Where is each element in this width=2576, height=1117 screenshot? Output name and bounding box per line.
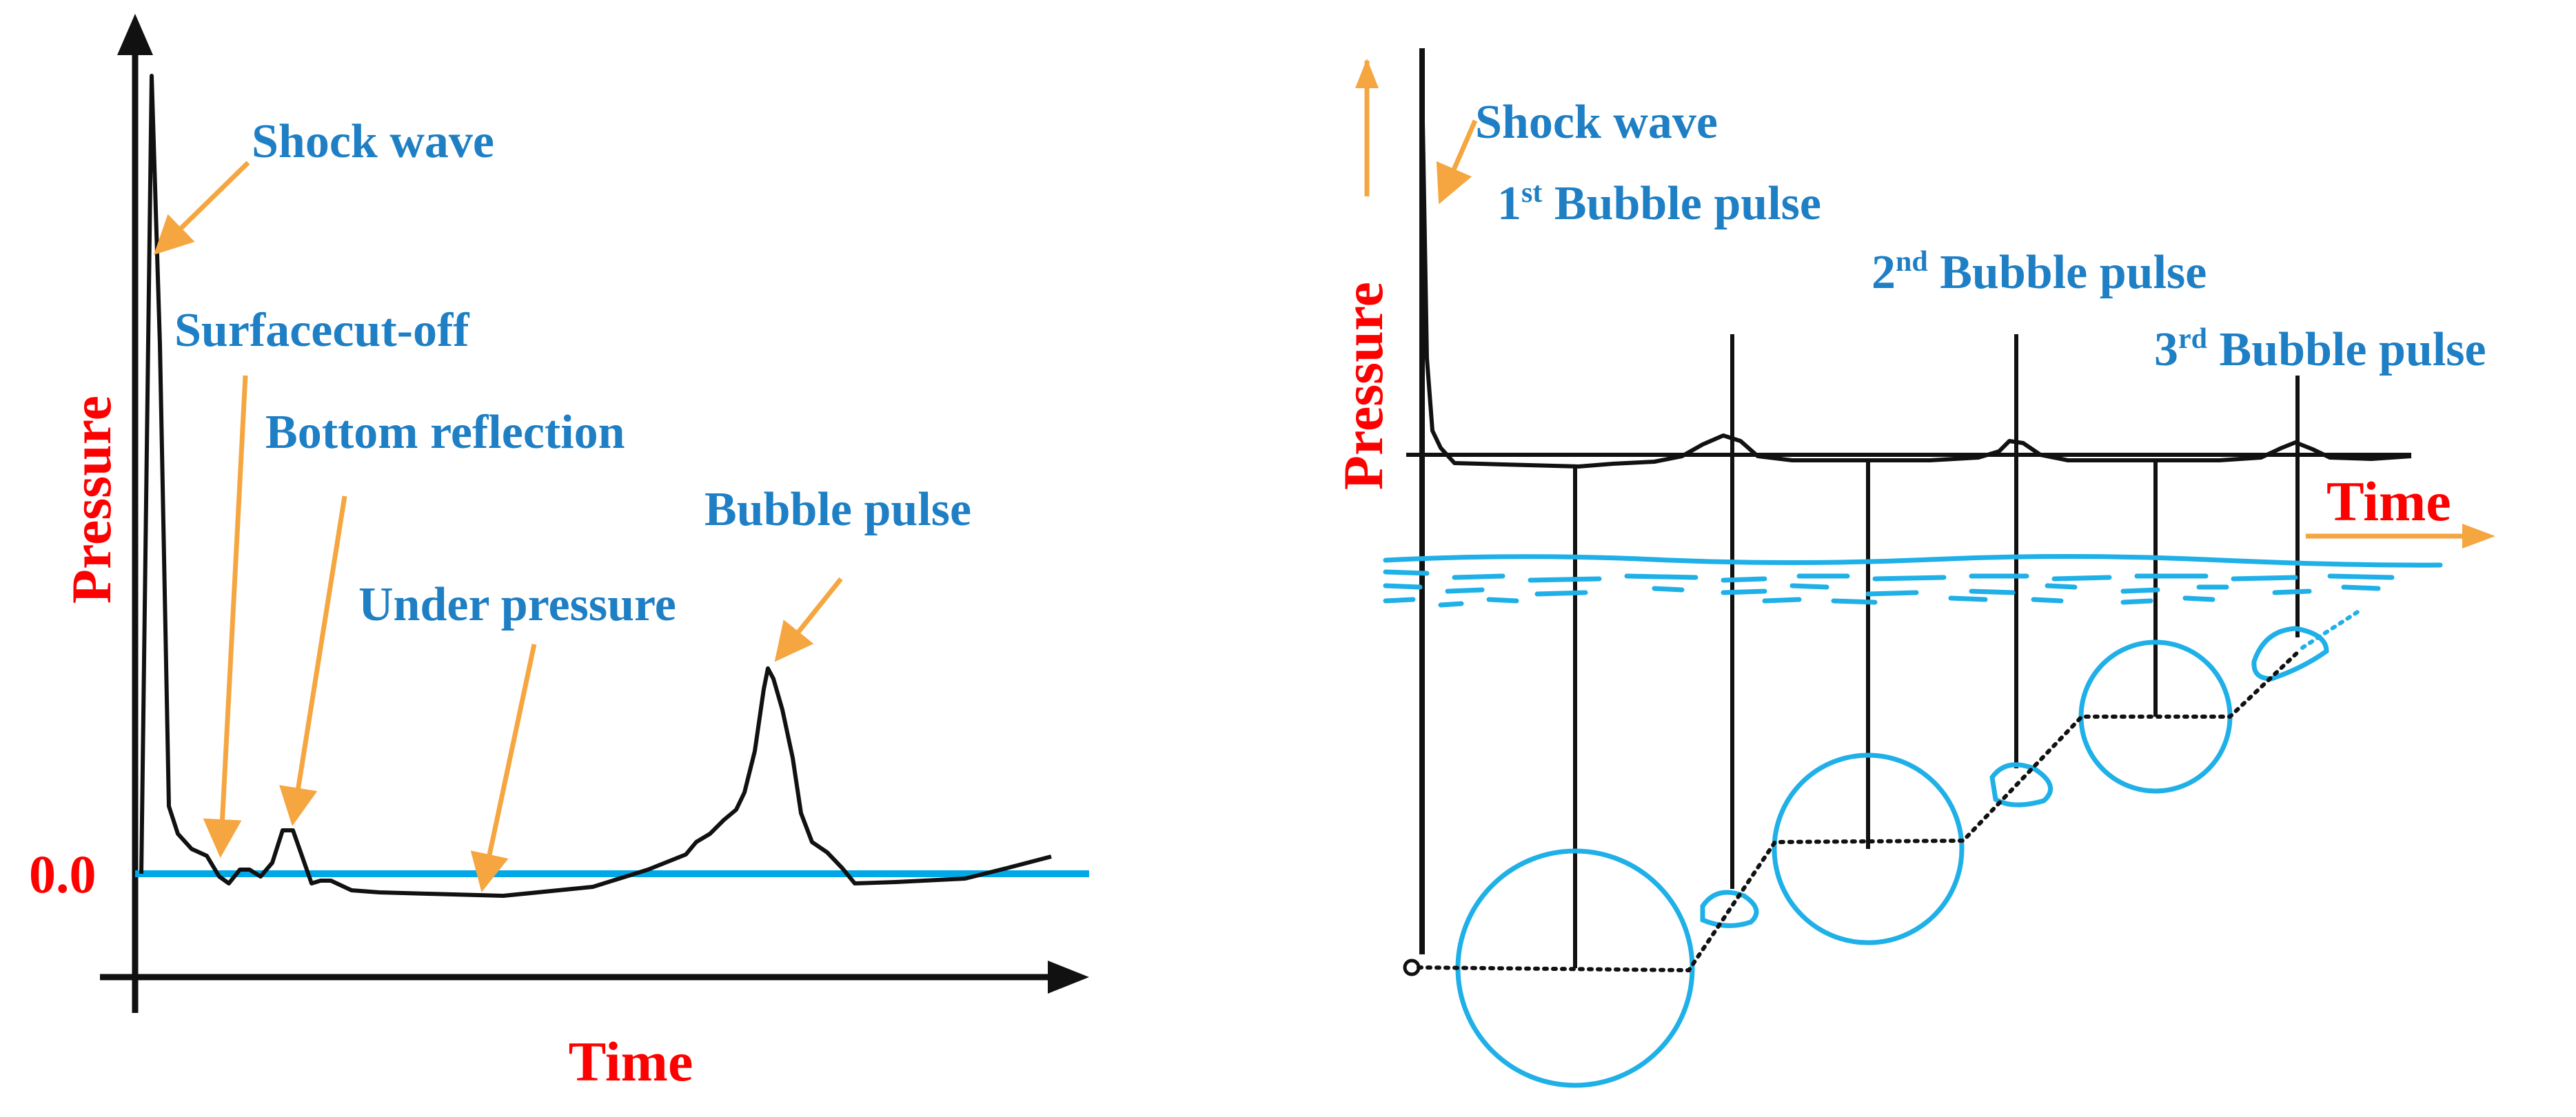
right-pressure-curve	[1420, 82, 2412, 469]
right-y-axis-label: Pressure	[1332, 282, 1395, 490]
bubble-collapse-2	[1989, 762, 2053, 808]
right-pressure-arrowhead	[1355, 59, 1379, 88]
right-label-shock-wave: Shock wave	[1475, 96, 1718, 149]
bubble-migration-path-tail	[2300, 608, 2363, 650]
label-surface-cutoff: Surfacecut-off	[174, 304, 469, 357]
shock-wave-arrow	[153, 161, 250, 255]
label-bubble-pulse: Bubble pulse	[704, 483, 971, 536]
label-bottom-reflection: Bottom reflection	[265, 406, 625, 459]
bottom-reflection-arrow	[279, 495, 347, 826]
bubble-migration-path	[1417, 649, 2301, 973]
bubble-max-2	[1772, 752, 1965, 945]
label-under-pressure: Under pressure	[358, 578, 676, 631]
left-zero-label: 0.0	[29, 844, 97, 904]
label-shock-wave: Shock wave	[252, 115, 494, 168]
left-x-axis-arrowhead	[1048, 961, 1089, 994]
left-x-axis-label: Time	[569, 1030, 693, 1093]
left-y-axis-label: Pressure	[60, 396, 123, 604]
under-pressure-arrow	[470, 644, 537, 892]
bubble-collapse-3	[2251, 626, 2329, 682]
label-bubble-pulse-3: 3rd Bubble pulse	[2154, 323, 2486, 376]
right-time-arrowhead	[2462, 524, 2495, 549]
water-surface	[1383, 554, 2443, 608]
left-y-axis-arrowhead	[117, 14, 153, 55]
bubble-pulse-arrow	[774, 577, 843, 662]
surface-cutoff-arrow	[203, 375, 248, 858]
right-shock-wave-arrow	[1436, 119, 1478, 205]
label-bubble-pulse-2: 2nd Bubble pulse	[1872, 246, 2207, 299]
right-x-axis-label: Time	[2326, 470, 2451, 533]
left-pressure-curve	[139, 74, 1052, 898]
left-panel: Pressure Time 0.0 Shock wave Surfacecut-…	[29, 14, 1089, 1093]
label-bubble-pulse-1: 1st Bubble pulse	[1497, 177, 1821, 230]
right-panel: Pressure Time Shock wave 1st Bubble puls…	[1332, 48, 2495, 1088]
